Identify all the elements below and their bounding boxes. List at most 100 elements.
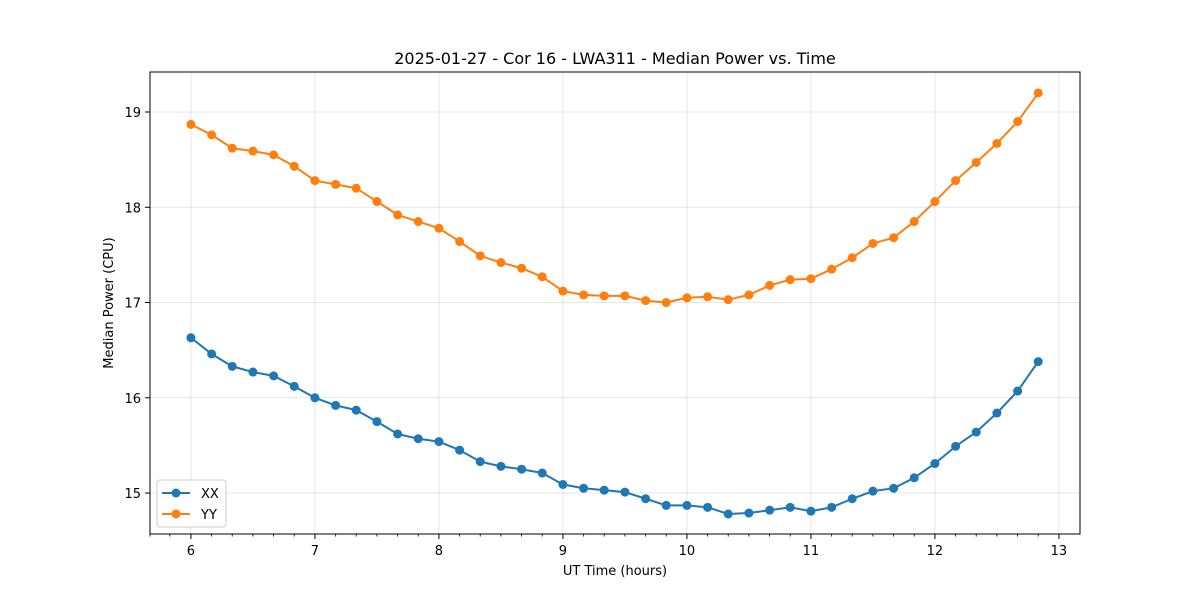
ticks: 6 7 8 9 10 11 12 13 15 16 17 18 19	[124, 106, 1067, 559]
legend-marker-yy	[171, 509, 181, 519]
chart-title: 2025-01-27 - Cor 16 - LWA311 - Median Po…	[394, 49, 836, 68]
data-point-yy	[785, 275, 795, 285]
data-point-xx	[331, 400, 341, 410]
data-point-yy	[889, 233, 899, 243]
y-axis-label: Median Power (CPU)	[102, 237, 117, 368]
data-point-xx	[310, 393, 320, 403]
y-tick-label: 17	[124, 297, 141, 312]
legend: XX YY	[156, 479, 227, 528]
x-axis-label: UT Time (hours)	[563, 564, 667, 579]
y-tick-label: 15	[124, 487, 141, 502]
x-tick-label: 11	[803, 544, 820, 559]
data-point-xx	[641, 494, 651, 504]
data-point-xx	[186, 333, 196, 343]
data-point-yy	[661, 298, 671, 308]
data-point-yy	[331, 179, 341, 189]
data-point-xx	[537, 468, 547, 478]
data-point-yy	[579, 290, 589, 300]
data-point-xx	[517, 464, 527, 474]
x-tick-label: 12	[927, 544, 944, 559]
y-tick-label: 18	[124, 201, 141, 216]
data-point-yy	[992, 138, 1002, 148]
data-point-yy	[186, 119, 196, 129]
data-point-xx	[847, 494, 857, 504]
data-point-yy	[599, 291, 609, 301]
data-point-yy	[207, 130, 217, 140]
data-point-yy	[269, 150, 279, 160]
data-point-xx	[248, 367, 258, 377]
data-point-xx	[1013, 386, 1023, 396]
data-point-xx	[971, 427, 981, 437]
data-point-xx	[227, 361, 237, 371]
data-point-xx	[620, 487, 630, 497]
data-point-yy	[227, 143, 237, 153]
data-point-xx	[703, 502, 713, 512]
data-point-yy	[393, 210, 403, 220]
data-point-xx	[475, 457, 485, 467]
data-point-xx	[434, 437, 444, 447]
data-point-yy	[289, 161, 299, 171]
data-point-xx	[496, 461, 506, 471]
data-point-xx	[806, 506, 816, 516]
data-point-yy	[951, 176, 961, 186]
data-point-yy	[682, 293, 692, 303]
data-point-yy	[558, 286, 568, 296]
data-point-xx	[1033, 357, 1043, 367]
data-point-xx	[351, 405, 361, 415]
data-point-yy	[1013, 117, 1023, 127]
data-point-xx	[951, 441, 961, 451]
grid	[150, 72, 1080, 534]
data-point-xx	[682, 500, 692, 510]
data-point-xx	[289, 381, 299, 391]
data-point-yy	[868, 238, 878, 248]
y-tick-label: 19	[124, 106, 141, 121]
data-point-xx	[723, 509, 733, 519]
data-point-yy	[434, 223, 444, 233]
series-layer	[186, 88, 1043, 519]
x-tick-label: 6	[187, 544, 195, 559]
legend-marker-xx	[171, 488, 181, 498]
data-point-yy	[806, 274, 816, 284]
x-tick-label: 8	[435, 544, 443, 559]
data-point-xx	[558, 479, 568, 489]
x-tick-label: 13	[1051, 544, 1068, 559]
data-point-xx	[744, 508, 754, 518]
data-point-xx	[765, 505, 775, 515]
data-point-yy	[827, 264, 837, 274]
legend-label-xx: XX	[201, 487, 219, 502]
data-point-yy	[496, 258, 506, 268]
data-point-xx	[599, 485, 609, 495]
data-point-yy	[455, 237, 465, 247]
x-tick-label: 10	[679, 544, 696, 559]
data-point-yy	[537, 272, 547, 282]
data-point-yy	[703, 292, 713, 302]
data-point-yy	[971, 157, 981, 167]
data-point-yy	[909, 217, 919, 227]
data-point-xx	[868, 486, 878, 496]
data-point-yy	[765, 280, 775, 290]
data-point-yy	[248, 146, 258, 156]
data-point-xx	[930, 459, 940, 469]
data-point-xx	[889, 483, 899, 493]
data-point-xx	[827, 502, 837, 512]
data-point-xx	[413, 434, 423, 444]
x-tick-label: 9	[559, 544, 567, 559]
data-point-xx	[372, 417, 382, 427]
data-point-yy	[351, 183, 361, 193]
data-point-yy	[475, 251, 485, 261]
data-point-xx	[909, 473, 919, 483]
data-point-xx	[785, 502, 795, 512]
data-point-yy	[413, 217, 423, 227]
data-point-yy	[930, 197, 940, 207]
data-point-xx	[992, 408, 1002, 418]
data-point-xx	[661, 500, 671, 510]
data-point-yy	[620, 291, 630, 301]
data-point-yy	[744, 290, 754, 300]
data-point-xx	[393, 429, 403, 439]
data-point-yy	[1033, 88, 1043, 98]
x-tick-label: 7	[311, 544, 319, 559]
data-point-xx	[579, 483, 589, 493]
data-point-yy	[847, 253, 857, 263]
y-tick-label: 16	[124, 392, 141, 407]
